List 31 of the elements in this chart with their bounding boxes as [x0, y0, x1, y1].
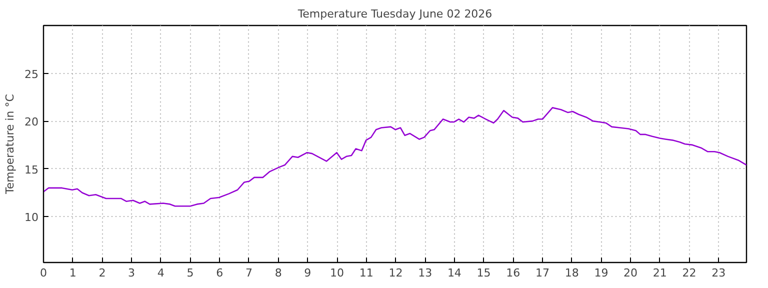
x-tick-label: 0	[40, 266, 47, 280]
x-tick-label: 11	[359, 266, 374, 280]
x-tick-label: 14	[447, 266, 462, 280]
line-series	[44, 107, 746, 207]
x-tick-label: 15	[476, 266, 491, 280]
x-tick-label: 4	[157, 266, 164, 280]
x-tick-label: 12	[388, 266, 403, 280]
x-tick-label: 13	[418, 266, 432, 280]
x-tick-label: 9	[304, 266, 312, 280]
y-tick-label: 25	[24, 68, 39, 81]
y-tick-label: 15	[24, 163, 39, 176]
x-tick-label: 16	[506, 266, 520, 280]
x-tick-label: 2	[98, 266, 106, 280]
x-tick-label: 1	[69, 266, 76, 280]
x-tick-label: 22	[682, 266, 696, 280]
y-tick-label: 10	[24, 211, 39, 224]
y-axis-title: Temperature in °C	[4, 94, 17, 195]
x-tick-label: 8	[274, 266, 282, 280]
x-tick-label: 17	[536, 266, 550, 280]
x-tick-label: 5	[186, 266, 194, 280]
x-tick-label: 19	[594, 266, 608, 280]
x-tick-label: 20	[624, 266, 638, 280]
chart-title: Temperature Tuesday June 02 2026	[296, 8, 492, 20]
x-tick-label: 7	[245, 266, 252, 280]
x-tick-label: 6	[216, 266, 224, 280]
x-tick-label: 21	[652, 266, 667, 280]
x-tick-label: 3	[128, 266, 136, 280]
x-tick-label: 23	[712, 266, 726, 280]
y-tick-label: 20	[24, 116, 39, 129]
x-tick-label: 18	[564, 266, 579, 280]
x-tick-label: 10	[330, 266, 344, 280]
